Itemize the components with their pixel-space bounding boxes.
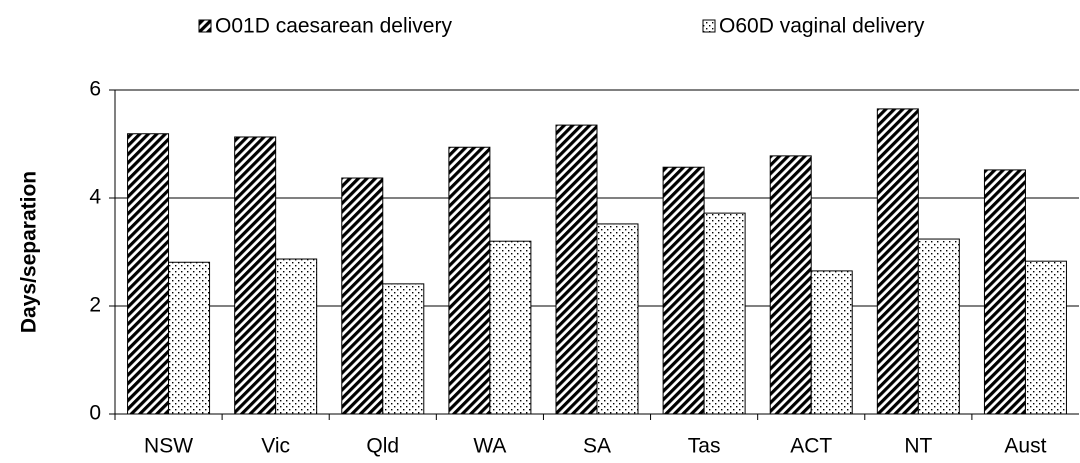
y-axis-title: Days/separation <box>18 171 41 333</box>
legend-swatch <box>702 19 716 33</box>
bar <box>810 270 853 415</box>
legend-label: O01D caesarean delivery <box>215 15 452 38</box>
x-tick-label: Vic <box>261 435 290 458</box>
y-tick-label: 0 <box>89 402 101 425</box>
bar <box>275 258 318 415</box>
bar <box>917 238 960 415</box>
bar <box>983 169 1026 415</box>
y-tick-label: 6 <box>89 78 101 101</box>
bar <box>489 240 532 415</box>
bar <box>168 261 211 415</box>
bar <box>662 166 705 415</box>
bar <box>769 155 812 415</box>
bar <box>1024 260 1067 415</box>
y-tick-label: 4 <box>89 186 101 209</box>
bar <box>876 108 919 415</box>
bar <box>555 124 598 415</box>
bar <box>703 212 746 415</box>
bar <box>234 136 277 415</box>
x-tick-label: WA <box>473 435 506 458</box>
x-tick-label: SA <box>583 435 611 458</box>
y-tick-label: 2 <box>89 294 101 317</box>
legend-label: O60D vaginal delivery <box>719 15 925 38</box>
x-tick-label: ACT <box>790 435 832 458</box>
x-tick-label: Tas <box>688 435 721 458</box>
bar <box>127 133 170 415</box>
x-tick-label: Aust <box>1004 435 1046 458</box>
bar <box>596 223 639 415</box>
x-tick-label: Qld <box>366 435 399 458</box>
x-tick-label: NT <box>904 435 932 458</box>
bar <box>382 283 425 415</box>
bar <box>448 146 491 415</box>
legend-swatch <box>198 19 212 33</box>
x-tick-label: NSW <box>144 435 193 458</box>
bar <box>341 177 384 415</box>
